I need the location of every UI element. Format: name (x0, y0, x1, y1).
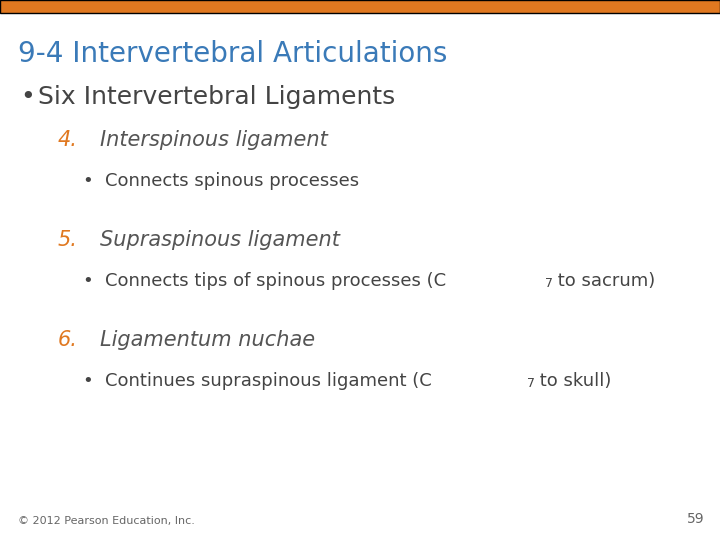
Text: 9-4 Intervertebral Articulations: 9-4 Intervertebral Articulations (18, 40, 447, 68)
Text: 59: 59 (688, 512, 705, 526)
FancyBboxPatch shape (0, 0, 720, 13)
Text: •: • (82, 372, 93, 390)
Text: 4.: 4. (58, 130, 78, 150)
Text: •: • (20, 85, 35, 109)
Text: Ligamentum nuchae: Ligamentum nuchae (100, 330, 315, 350)
Text: •: • (82, 272, 93, 290)
Text: to skull): to skull) (534, 372, 611, 390)
Text: © 2012 Pearson Education, Inc.: © 2012 Pearson Education, Inc. (18, 516, 195, 526)
Text: Supraspinous ligament: Supraspinous ligament (100, 230, 340, 250)
Text: to sacrum): to sacrum) (552, 272, 655, 290)
Text: Six Intervertebral Ligaments: Six Intervertebral Ligaments (38, 85, 395, 109)
Text: •: • (82, 172, 93, 190)
Text: Interspinous ligament: Interspinous ligament (100, 130, 328, 150)
Text: 5.: 5. (58, 230, 78, 250)
Text: 6.: 6. (58, 330, 78, 350)
Text: Continues supraspinous ligament (C: Continues supraspinous ligament (C (105, 372, 432, 390)
Text: 7: 7 (545, 277, 553, 290)
Text: Connects tips of spinous processes (C: Connects tips of spinous processes (C (105, 272, 446, 290)
Text: 7: 7 (526, 377, 535, 390)
Text: Connects spinous processes: Connects spinous processes (105, 172, 359, 190)
